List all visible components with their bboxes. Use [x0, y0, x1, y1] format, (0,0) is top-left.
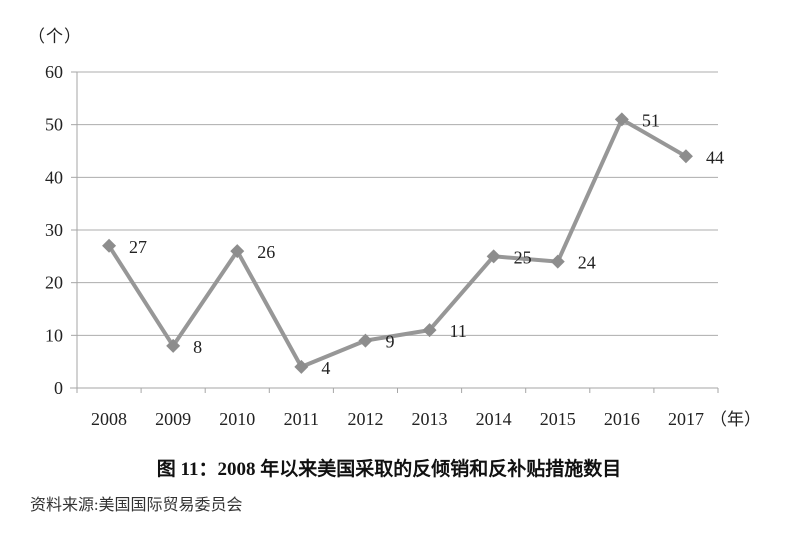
data-point-marker-2010	[230, 244, 245, 259]
data-value-label-2014: 25	[514, 247, 532, 267]
y-tick-label-40: 40	[45, 167, 63, 187]
data-value-label-2012: 9	[385, 332, 394, 352]
data-value-label-2008: 27	[129, 237, 147, 257]
x-category-label-2017: 2017	[668, 409, 704, 429]
x-category-label-2010: 2010	[219, 409, 255, 429]
data-value-label-2010: 26	[257, 242, 275, 262]
data-point-marker-2013	[422, 323, 437, 338]
data-point-marker-2008	[102, 238, 117, 253]
x-category-label-2012: 2012	[347, 409, 383, 429]
line-chart: 0 10 20 30 40 50 60 2008 2009 2010 2011 2012 2013 201…	[45, 62, 761, 429]
data-series-line	[107, 117, 688, 369]
y-axis-unit-label: （个）	[28, 27, 82, 46]
y-tick-label-50: 50	[45, 115, 63, 135]
y-tick-label-0: 0	[54, 378, 63, 398]
figure-title: 图 11：2008 年以来美国采取的反倾销和反补贴措施数目	[156, 459, 622, 480]
x-category-label-2016: 2016	[604, 409, 640, 429]
data-point-marker-2016	[614, 112, 629, 127]
data-point-marker-2011	[294, 359, 309, 374]
x-axis-unit-label: （年）	[710, 410, 761, 429]
x-category-label-2015: 2015	[540, 409, 576, 429]
x-category-label-2011: 2011	[284, 409, 319, 429]
x-category-label-2014: 2014	[476, 409, 512, 429]
data-value-label-2011: 4	[321, 358, 330, 378]
data-value-label-2016: 51	[642, 110, 660, 130]
data-point-marker-2014	[486, 249, 501, 264]
x-category-label-2008: 2008	[91, 409, 127, 429]
x-category-label-2013: 2013	[412, 409, 448, 429]
source-note: 资料来源:美国国际贸易委员会	[30, 497, 243, 514]
data-value-label-2009: 8	[193, 337, 202, 357]
y-tick-label-20: 20	[45, 273, 63, 293]
y-tick-label-30: 30	[45, 220, 63, 240]
x-category-label-2009: 2009	[155, 409, 191, 429]
data-point-marker-2009	[166, 338, 181, 353]
data-point-marker-2012	[358, 333, 373, 348]
y-tick-label-60: 60	[45, 62, 63, 82]
data-value-label-2017: 44	[706, 147, 724, 167]
data-point-marker-2015	[550, 254, 565, 269]
y-tick-label-10: 10	[45, 325, 63, 345]
data-value-label-2013: 11	[450, 321, 467, 341]
data-value-label-2015: 24	[578, 253, 596, 273]
data-point-marker-2017	[678, 149, 693, 164]
